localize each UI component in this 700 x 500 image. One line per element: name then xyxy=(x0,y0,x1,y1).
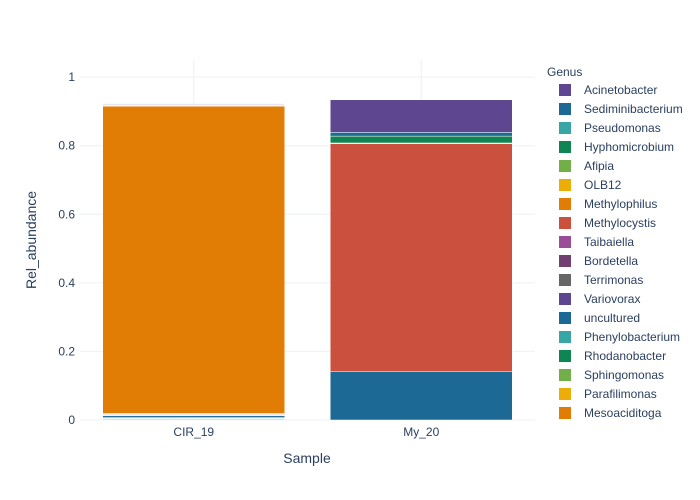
legend-item[interactable]: Mesoaciditoga xyxy=(559,406,662,420)
legend-item[interactable]: Hyphomicrobium xyxy=(559,140,674,154)
legend-swatch xyxy=(559,369,571,381)
y-axis-title: Rel_abundance xyxy=(23,191,39,289)
legend-label: Rhodanobacter xyxy=(584,349,666,363)
x-tick-label: My_20 xyxy=(403,425,439,439)
bar-segment[interactable] xyxy=(102,103,285,105)
legend-swatch xyxy=(559,331,571,343)
legend-swatch xyxy=(559,407,571,419)
legend-label: Acinetobacter xyxy=(584,83,657,97)
legend-label: Hyphomicrobium xyxy=(584,140,674,154)
bar-segment[interactable] xyxy=(330,99,513,133)
legend-label: Phenylobacterium xyxy=(584,330,680,344)
legend-swatch xyxy=(559,255,571,267)
legend-label: Mesoaciditoga xyxy=(584,406,662,420)
bar-segment[interactable] xyxy=(330,143,513,372)
legend-swatch xyxy=(559,179,571,191)
y-tick-label: 0.4 xyxy=(58,276,75,290)
legend-title: Genus xyxy=(547,65,582,79)
legend-item[interactable]: Rhodanobacter xyxy=(559,349,666,363)
y-tick-label: 1 xyxy=(68,70,75,84)
legend-label: Pseudomonas xyxy=(584,121,661,135)
y-tick-label: 0.6 xyxy=(58,207,75,221)
legend-label: Parafilimonas xyxy=(584,387,657,401)
legend-item[interactable]: uncultured xyxy=(559,311,640,325)
legend-label: Sediminibacterium xyxy=(584,102,683,116)
legend-swatch xyxy=(559,388,571,400)
legend-item[interactable]: Methylophilus xyxy=(559,197,657,211)
legend-label: Sphingomonas xyxy=(584,368,664,382)
legend-item[interactable]: Taibaiella xyxy=(559,235,634,249)
legend-swatch xyxy=(559,350,571,362)
bar-segment[interactable] xyxy=(330,371,513,421)
legend-label: Afipia xyxy=(584,159,614,173)
legend-swatch xyxy=(559,217,571,229)
y-tick-label: 0.2 xyxy=(58,344,75,358)
legend-item[interactable]: Terrimonas xyxy=(559,273,643,287)
x-axis: CIR_19 My_20 xyxy=(173,425,439,439)
legend-swatch xyxy=(559,141,571,153)
y-tick-label: 0.8 xyxy=(58,139,75,153)
bar-segment[interactable] xyxy=(102,105,285,414)
x-tick-label: CIR_19 xyxy=(173,425,214,439)
legend-swatch xyxy=(559,236,571,248)
legend-swatch xyxy=(559,293,571,305)
legend-label: Bordetella xyxy=(584,254,638,268)
y-tick-label: 0 xyxy=(68,413,75,427)
legend: Genus Acinetobacter Sediminibacterium Pseu… xyxy=(547,65,683,420)
legend-item[interactable]: Pseudomonas xyxy=(559,121,661,135)
legend-swatch xyxy=(559,122,571,134)
legend-label: OLB12 xyxy=(584,178,622,192)
legend-item[interactable]: Sphingomonas xyxy=(559,368,664,382)
legend-swatch xyxy=(559,312,571,324)
legend-swatch xyxy=(559,84,571,96)
legend-label: Taibaiella xyxy=(584,235,634,249)
legend-swatch xyxy=(559,160,571,172)
bars xyxy=(102,99,513,421)
legend-item[interactable]: Methylocystis xyxy=(559,216,656,230)
legend-swatch xyxy=(559,274,571,286)
legend-item[interactable]: OLB12 xyxy=(559,178,622,192)
legend-label: Variovorax xyxy=(584,292,640,306)
legend-swatch xyxy=(559,198,571,210)
y-axis: 0 0.2 0.4 0.6 0.8 1 xyxy=(58,70,75,427)
legend-item[interactable]: Parafilimonas xyxy=(559,387,657,401)
legend-label: Methylophilus xyxy=(584,197,657,211)
legend-swatch xyxy=(559,103,571,115)
legend-item[interactable]: Sediminibacterium xyxy=(559,102,683,116)
legend-label: uncultured xyxy=(584,311,640,325)
x-axis-title: Sample xyxy=(283,450,331,466)
legend-item[interactable]: Acinetobacter xyxy=(559,83,657,97)
legend-item[interactable]: Bordetella xyxy=(559,254,638,268)
legend-label: Methylocystis xyxy=(584,216,656,230)
legend-item[interactable]: Afipia xyxy=(559,159,614,173)
legend-item[interactable]: Variovorax xyxy=(559,292,640,306)
legend-item[interactable]: Phenylobacterium xyxy=(559,330,680,344)
legend-label: Terrimonas xyxy=(584,273,643,287)
bar-segment[interactable] xyxy=(330,135,513,144)
bar-segment[interactable] xyxy=(330,132,513,137)
